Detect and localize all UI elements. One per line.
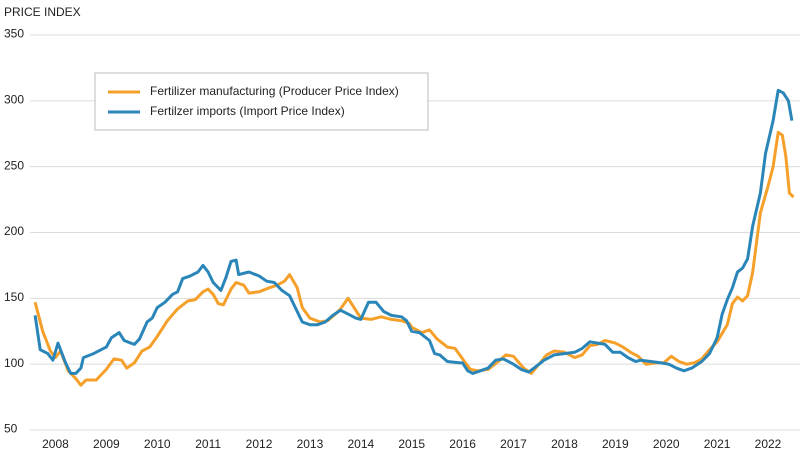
- x-tick-label: 2011: [195, 437, 221, 451]
- y-tick-label: 100: [4, 356, 24, 370]
- y-tick-label: 250: [4, 158, 24, 172]
- y-tick-label: 150: [4, 290, 24, 304]
- x-tick-label: 2017: [500, 437, 527, 451]
- x-tick-label: 2021: [704, 437, 731, 451]
- x-tick-label: 2018: [551, 437, 578, 451]
- y-tick-label: 200: [4, 224, 24, 238]
- series-line: [33, 88, 794, 375]
- x-tick-label: 2010: [144, 437, 171, 451]
- x-tick-label: 2015: [398, 437, 425, 451]
- x-tick-label: 2008: [42, 437, 69, 451]
- x-tick-label: 2016: [449, 437, 476, 451]
- y-tick-label: 50: [4, 422, 18, 436]
- y-tick-label: 300: [4, 93, 24, 107]
- series-line: [33, 130, 795, 387]
- x-tick-label: 2022: [755, 437, 782, 451]
- lines: [33, 88, 795, 387]
- x-tick-label: 2013: [297, 437, 324, 451]
- x-tick-label: 2012: [246, 437, 273, 451]
- legend-box: [94, 72, 429, 131]
- y-tick-label: 350: [4, 27, 24, 41]
- legend-label: Fertilzer imports (Import Price Index): [150, 104, 345, 118]
- x-tick-label: 2019: [602, 437, 629, 451]
- legend-label: Fertilizer manufacturing (Producer Price…: [150, 84, 399, 98]
- x-tick-label: 2009: [93, 437, 120, 451]
- x-tick-label: 2014: [347, 437, 374, 451]
- y-axis-label: PRICE INDEX: [4, 5, 81, 19]
- x-tick-label: 2020: [653, 437, 680, 451]
